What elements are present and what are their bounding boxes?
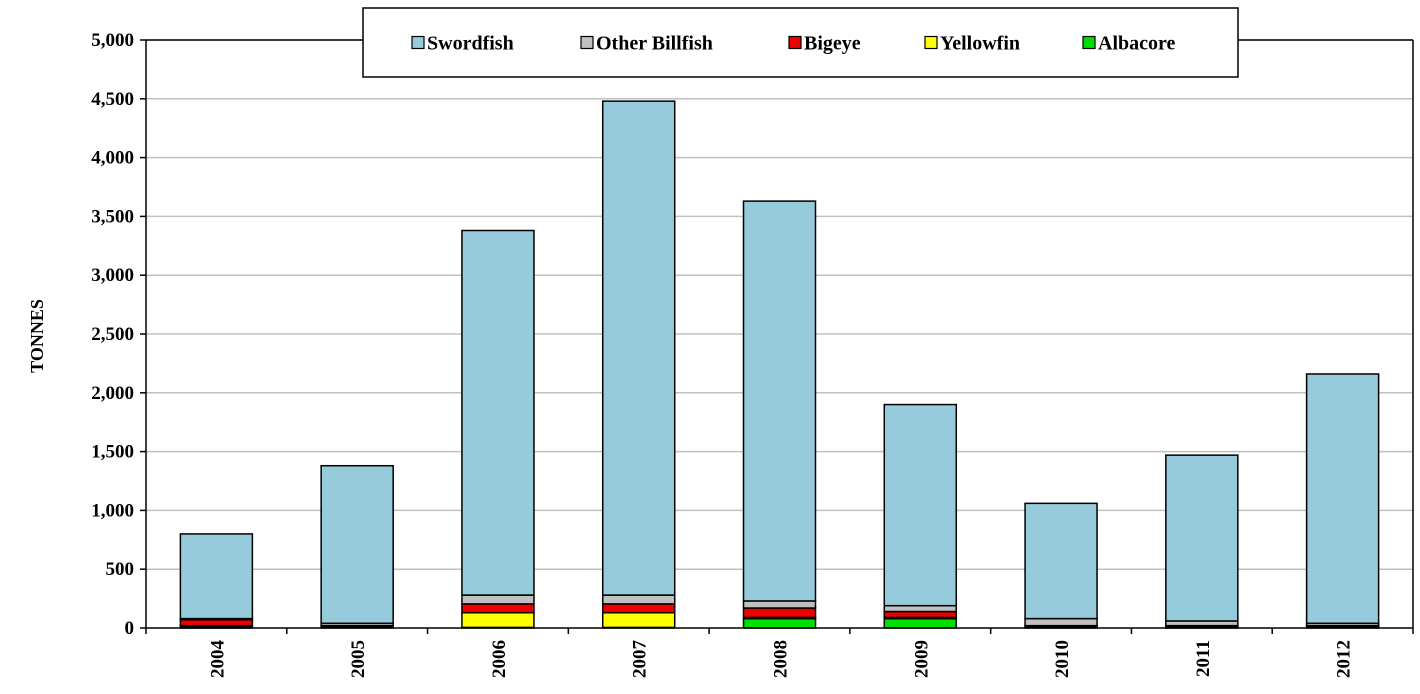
- bar-segment-swordfish: [320, 464, 394, 625]
- bar-segment-swordfish: [601, 100, 676, 596]
- legend-entry-albacore: Albacore: [1082, 33, 1176, 55]
- legend-swatch: [580, 35, 594, 50]
- bar-segment-swordfish: [742, 200, 817, 602]
- y-tick-label: 500: [106, 559, 135, 580]
- y-tick-labels: 0 500 1,000 1,500 2,000 2,500 3,000 3,500 4,000 4…: [91, 30, 134, 639]
- bar-segment-swordfish: [1305, 373, 1380, 625]
- legend-label: Swordfish: [427, 33, 514, 55]
- bar-stack-2005: [320, 464, 394, 629]
- x-tick-label: 2008: [771, 640, 792, 678]
- y-tick-label: 4,500: [91, 89, 134, 110]
- legend-label: Yellowfin: [940, 33, 1020, 55]
- legend-entry-yellowfin: Yellowfin: [924, 33, 1020, 55]
- bar-segment-other-billfish: [1024, 617, 1098, 627]
- y-axis-label: TONNES: [27, 299, 47, 373]
- x-tick-label: 2012: [1334, 640, 1355, 678]
- legend: Swordfish Other Billfish Bigeye Yellowfin Al…: [362, 7, 1239, 78]
- bar-segment-other-billfish: [883, 604, 958, 613]
- x-tick-label: 2009: [911, 640, 932, 678]
- bar-segment-bigeye: [883, 610, 958, 619]
- legend-label: Other Billfish: [596, 33, 713, 55]
- bar-segment-swordfish: [1024, 502, 1098, 620]
- legend-entry-other-billfish: Other Billfish: [580, 33, 713, 55]
- bar-stack-2010: [1024, 502, 1098, 629]
- legend-swatch: [1082, 35, 1096, 50]
- legend-swatch: [788, 35, 802, 50]
- y-tick-label: 5,000: [91, 30, 134, 51]
- x-tick-label: 2007: [630, 640, 651, 679]
- bar-stack-2011: [1165, 454, 1239, 629]
- bar-segment-bigeye: [742, 607, 817, 619]
- bar-segment-swordfish: [179, 533, 254, 620]
- bar-stack-2006: [461, 229, 535, 629]
- bar-segment-swordfish: [461, 229, 535, 596]
- bar-segment-swordfish: [883, 403, 958, 607]
- bar-stack-2004: [179, 533, 254, 629]
- bar-segment-yellowfin: [601, 611, 676, 629]
- bars: [179, 100, 1380, 629]
- y-tick-label: 2,500: [91, 324, 134, 345]
- legend-swatch: [411, 35, 425, 50]
- y-tick-label: 1,500: [91, 442, 134, 463]
- bar-segment-swordfish: [1165, 454, 1239, 622]
- legend-label: Albacore: [1098, 33, 1176, 55]
- x-tick-labels: 2004 2005 2006 2007 2008 2009 2010 2011 2012: [207, 640, 1354, 679]
- y-tick-label: 4,000: [91, 148, 134, 169]
- x-tick-label: 2011: [1193, 640, 1214, 677]
- x-tick-label: 2004: [207, 640, 228, 679]
- bar-stack-2007: [601, 100, 676, 629]
- legend-entry-bigeye: Bigeye: [788, 33, 861, 55]
- bar-segment-albacore: [742, 617, 817, 629]
- bar-segment-other-billfish: [742, 600, 817, 609]
- bar-segment-other-billfish: [601, 594, 676, 605]
- bar-stack-2012: [1305, 373, 1380, 629]
- legend-entry-swordfish: Swordfish: [411, 33, 514, 55]
- y-tick-label: 3,500: [91, 206, 134, 227]
- legend-swatch: [924, 35, 938, 50]
- bar-stack-2008: [742, 200, 817, 629]
- y-tick-label: 3,000: [91, 265, 134, 286]
- legend-label: Bigeye: [804, 33, 861, 55]
- bar-segment-bigeye: [461, 603, 535, 614]
- x-tick-label: 2010: [1052, 640, 1073, 678]
- bar-stack-2009: [883, 403, 958, 629]
- y-tick-label: 0: [125, 618, 135, 639]
- bar-segment-bigeye: [601, 603, 676, 614]
- bar-segment-other-billfish: [461, 594, 535, 605]
- y-tick-label: 2,000: [91, 383, 134, 404]
- x-tick-label: 2006: [489, 640, 510, 678]
- bar-segment-albacore: [883, 617, 958, 629]
- bar-segment-bigeye: [179, 619, 254, 627]
- x-tick-label: 2005: [348, 640, 369, 678]
- bar-segment-yellowfin: [461, 611, 535, 629]
- y-tick-label: 1,000: [91, 500, 134, 521]
